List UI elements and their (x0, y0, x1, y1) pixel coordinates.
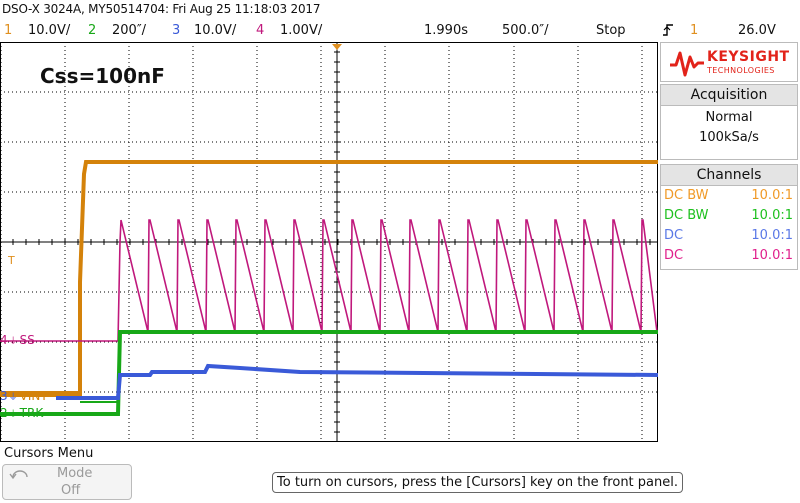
ch3-scale[interactable]: 10.0V/ (194, 23, 237, 38)
ch2-coupling: DC BW (664, 208, 709, 223)
rotate-knob-icon (9, 470, 28, 480)
waveform-traces (0, 160, 658, 416)
ch4-scale[interactable]: 1.00V/ (280, 23, 323, 38)
ch4-coupling: DC (664, 248, 684, 263)
cursors-menu-title: Cursors Menu (4, 446, 94, 461)
acquisition-rate: 100kSa/s (699, 130, 759, 145)
cursor-mode-value: Off (61, 483, 81, 498)
time-position[interactable]: 1.990s (424, 23, 468, 38)
ground-icon: ⏚ (8, 393, 18, 403)
cursor-mode-softkey[interactable]: Mode Off (2, 464, 132, 500)
brand-logo: KEYSIGHT TECHNOLOGIES (660, 42, 798, 82)
ground-icon: ⏚ (8, 337, 18, 347)
vint-label: VINT (19, 389, 48, 403)
cursor-hint-message: To turn on cursors, press the [Cursors] … (272, 472, 683, 493)
channel-markers (332, 44, 342, 50)
channels-panel[interactable]: Channels DC BW 10.0:1 DC BW 10.0:1 DC 10… (660, 164, 798, 270)
trigger-channel[interactable]: 1 (690, 23, 699, 38)
ss-label: SS (19, 333, 35, 347)
cursor-mode-label: Mode (57, 466, 93, 481)
channel-row-3: DC 10.0:1 (661, 226, 797, 246)
channel-row-2: DC BW 10.0:1 (661, 206, 797, 226)
side-panel: KEYSIGHT TECHNOLOGIES Acquisition Normal… (660, 42, 798, 272)
trigger-level-marker: T (8, 254, 15, 267)
channel-row-1: DC BW 10.0:1 (661, 186, 797, 206)
waveform-display[interactable] (0, 42, 658, 442)
ch1-coupling: DC BW (664, 188, 709, 203)
brand-name: KEYSIGHT (707, 49, 790, 65)
ch1-probe: 10.0:1 (751, 188, 793, 203)
ground-icon: ⏚ (8, 410, 18, 420)
ch2-probe: 10.0:1 (751, 208, 793, 223)
instrument-header: DSO-X 3024A, MY50514704: Fri Aug 25 11:1… (2, 2, 321, 16)
run-state[interactable]: Stop (596, 23, 626, 38)
ch2-scale[interactable]: 200″/ (112, 23, 147, 38)
ch1-number[interactable]: 1 (4, 23, 13, 38)
trigger-level[interactable]: 26.0V (738, 23, 776, 38)
time-scale[interactable]: 500.0″/ (502, 23, 549, 38)
channel-row-4: DC 10.0:1 (661, 246, 797, 266)
acquisition-mode: Normal (705, 110, 753, 125)
ch4-number[interactable]: 4 (256, 23, 265, 38)
trace-label-trk: 2⏚ TRK (0, 406, 43, 420)
acquisition-title: Acquisition (661, 85, 797, 106)
channel-settings-bar: 1 10.0V/ 2 200″/ 3 10.0V/ 4 1.00V/ 1.990… (0, 22, 800, 40)
ch2-number[interactable]: 2 (88, 23, 97, 38)
keysight-wave-icon (670, 51, 704, 77)
trace-label-ss: 4⏚ SS (0, 333, 35, 347)
trigger-rising-edge-icon (662, 22, 674, 42)
ch3-probe: 10.0:1 (751, 228, 793, 243)
vint-channel-number: 3 (0, 389, 8, 403)
trace-label-vint: 3⏚ VINT (0, 389, 48, 403)
ch4-probe: 10.0:1 (751, 248, 793, 263)
trk-channel-number: 2 (0, 406, 8, 420)
channels-title: Channels (661, 165, 797, 186)
ch1-scale[interactable]: 10.0V/ (28, 23, 71, 38)
ch3-coupling: DC (664, 228, 684, 243)
acquisition-panel[interactable]: Acquisition Normal 100kSa/s (660, 84, 798, 160)
ss-channel-number: 4 (0, 333, 8, 347)
capacitor-annotation: Css=100nF (40, 64, 165, 88)
trk-label: TRK (19, 406, 44, 420)
brand-sub: TECHNOLOGIES (707, 66, 775, 75)
ch3-number[interactable]: 3 (172, 23, 181, 38)
